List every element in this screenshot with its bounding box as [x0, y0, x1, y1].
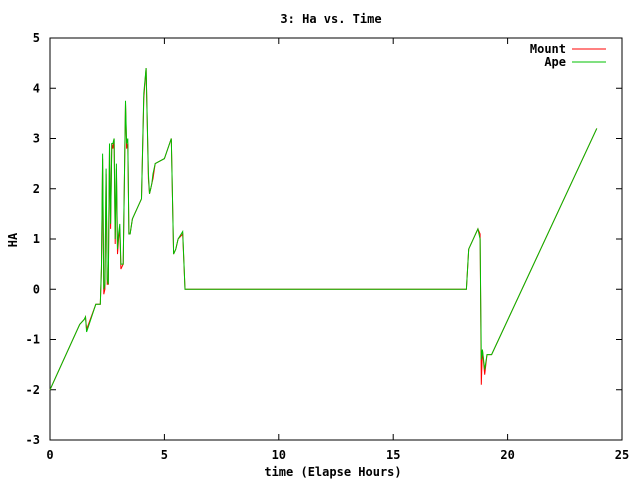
series-line-ape [49, 68, 598, 391]
y-tick-label: -3 [26, 433, 40, 447]
x-tick-label: 15 [386, 448, 400, 462]
series-lines [49, 68, 598, 391]
x-tick-label: 5 [161, 448, 168, 462]
chart-title: 3: Ha vs. Time [280, 12, 381, 26]
y-tick-label: 1 [33, 232, 40, 246]
x-tick-label: 10 [272, 448, 286, 462]
y-tick-label: 4 [33, 81, 40, 95]
y-tick-label: -2 [26, 383, 40, 397]
legend-label-mount: Mount [530, 42, 566, 56]
legend-label-ape: Ape [544, 55, 566, 69]
x-tick-label: 0 [46, 448, 53, 462]
x-tick-label: 20 [500, 448, 514, 462]
y-tick-label: 0 [33, 282, 40, 296]
y-tick-label: 5 [33, 31, 40, 45]
y-tick-label: 3 [33, 132, 40, 146]
y-tick-label: -1 [26, 333, 40, 347]
x-axis-label: time (Elapse Hours) [264, 465, 401, 479]
axis-ticks: 0 5 10 15 20 25 -3 -2 -1 0 1 2 3 4 5 [26, 31, 630, 462]
y-tick-label: 2 [33, 182, 40, 196]
x-tick-label: 25 [615, 448, 629, 462]
y-axis-label: HA [6, 232, 20, 247]
